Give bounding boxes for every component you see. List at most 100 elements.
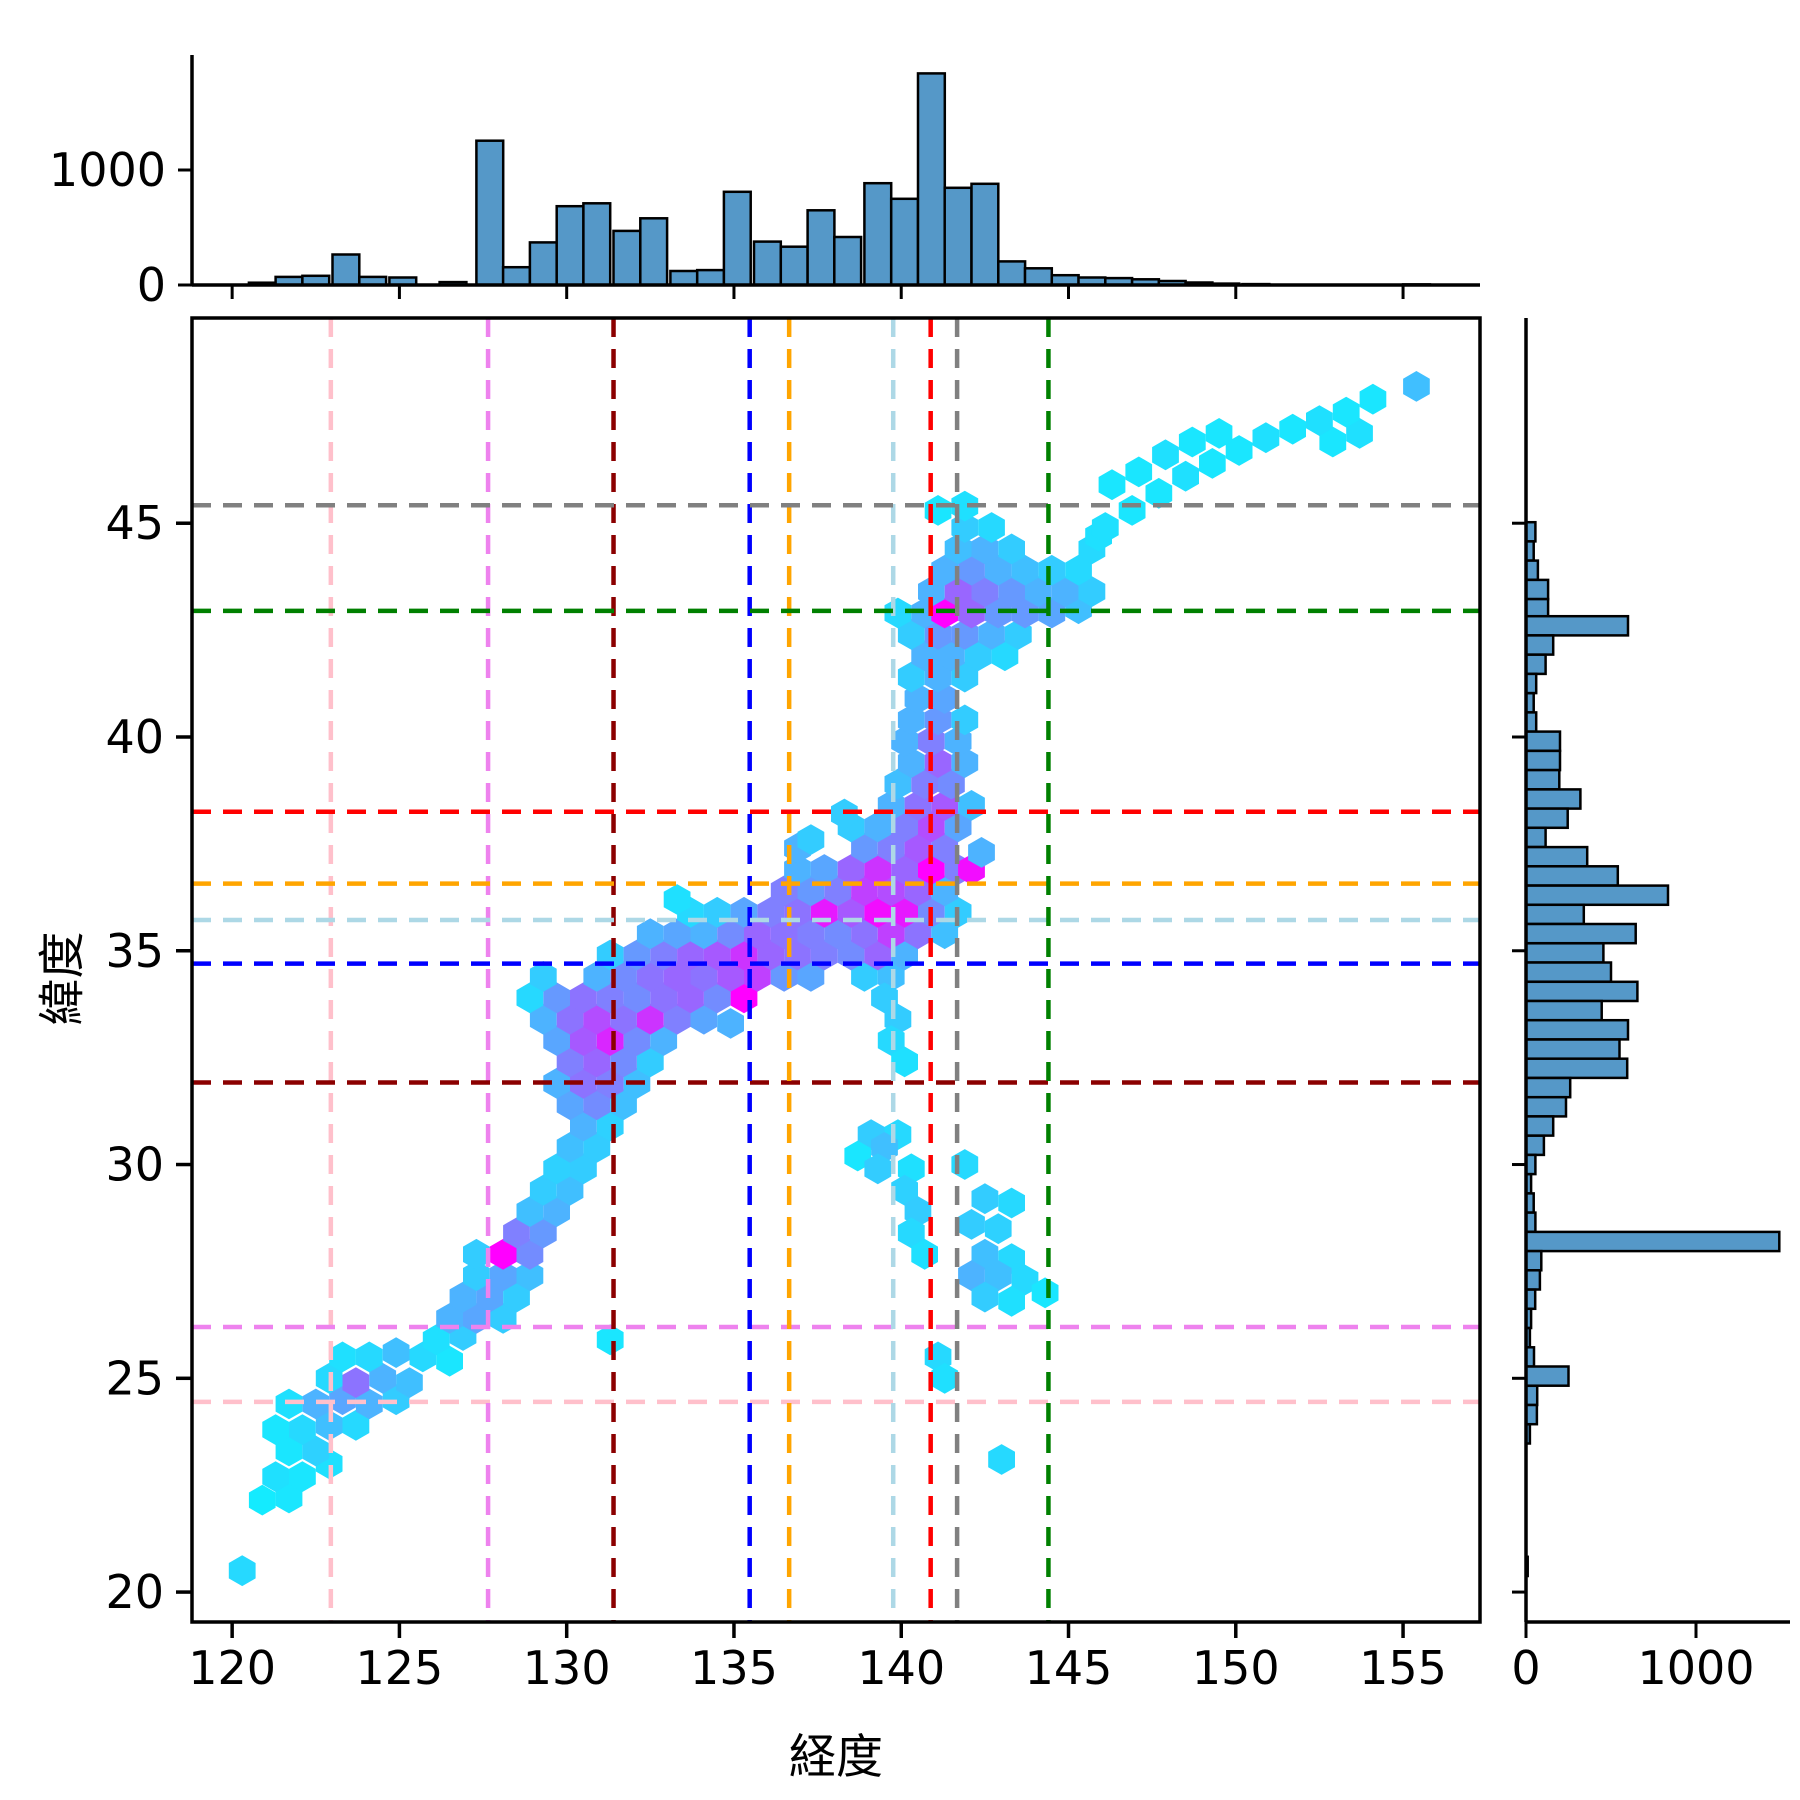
hexbin-cell — [596, 1324, 624, 1356]
right-hist-bar — [1524, 807, 1569, 830]
top-hist-bar — [1023, 267, 1054, 287]
hexbin-cell — [703, 982, 731, 1014]
hexbin-cell — [529, 1217, 557, 1249]
top-hist-bar — [695, 268, 726, 287]
top-hist-bar — [943, 186, 973, 287]
top-hist-bar — [806, 209, 836, 287]
hexbin-cell — [717, 1008, 744, 1039]
hexbin-cell — [663, 1003, 691, 1035]
hexbin-cell — [877, 918, 905, 950]
right-hist-bar — [1524, 999, 1603, 1022]
y-tick-label: 20 — [105, 1565, 164, 1619]
hexbin-cell — [944, 576, 972, 607]
hexbin-cell — [516, 982, 544, 1014]
hexbin-cell — [342, 1367, 370, 1398]
hexbin-cell — [931, 832, 959, 864]
hexbin-cell — [503, 1217, 530, 1249]
hexbin-cell — [570, 1153, 597, 1185]
hexbin-cell — [1078, 576, 1106, 607]
hexbin-cell — [824, 918, 852, 950]
hexbin-cell — [978, 512, 1005, 543]
hexbin-cell — [596, 1110, 624, 1142]
hexbin-cell — [329, 1341, 356, 1373]
hexbin-cell — [1098, 469, 1126, 501]
right-marginal-histogram: 0 1000 — [1511, 318, 1790, 1695]
hexbin-cell — [958, 1260, 985, 1292]
hexbin-cell — [891, 811, 918, 843]
right-hist-bar — [1524, 961, 1613, 983]
hexbin-cell — [897, 661, 925, 693]
hexbin-cell — [677, 982, 704, 1014]
right-hist-bar — [1524, 1057, 1629, 1080]
right-hist-bar — [1524, 578, 1550, 601]
top-hist-bar — [997, 260, 1027, 287]
hexbin-cell — [636, 1003, 664, 1035]
hexbin-cell — [864, 854, 892, 885]
top-hist-bar — [555, 204, 585, 287]
top-hist-tick-label: 0 — [137, 258, 166, 312]
hexbin-cell — [1145, 477, 1173, 509]
top-hist-bar — [528, 241, 558, 287]
hexbin-cell — [636, 918, 664, 950]
hexbin-cell — [904, 918, 932, 950]
hexbin-cell — [1359, 383, 1387, 415]
hexbin-cell — [931, 1362, 959, 1394]
hexbin-cell — [1403, 371, 1430, 402]
hexbin-cell — [897, 619, 925, 650]
hexbin-cell — [623, 982, 651, 1014]
hexbin-cell — [663, 918, 691, 950]
hexbin-cell — [289, 1414, 316, 1445]
hexbin-cell — [503, 1281, 530, 1313]
hexbin-cell — [1199, 448, 1226, 479]
right-hist-bar — [1524, 845, 1589, 868]
hexbin-cell — [556, 1174, 584, 1206]
right-hist-bar — [1524, 1038, 1621, 1060]
top-hist-bar — [889, 197, 920, 287]
x-tick-label: 140 — [857, 1641, 945, 1695]
hexbin-cell — [998, 533, 1025, 565]
y-tick-label: 45 — [105, 496, 164, 550]
y-tick-label: 30 — [105, 1138, 164, 1192]
hexbin-cell — [289, 1461, 316, 1492]
hexbin-cell — [583, 961, 611, 992]
hexbin-cell — [968, 837, 995, 868]
hexbin-cell — [248, 1484, 276, 1516]
hexbin-cell — [1205, 418, 1233, 449]
y-tick-label: 40 — [105, 710, 164, 764]
y-axis-label: 緯度 — [35, 931, 91, 1026]
hexbin-cell — [610, 1046, 637, 1078]
x-tick-label: 155 — [1359, 1641, 1447, 1695]
hexbin-cell — [556, 1046, 584, 1078]
hexbin-cell — [228, 1555, 256, 1587]
hexbin-cell — [891, 854, 918, 885]
right-hist-bar — [1524, 922, 1637, 945]
hexbin-cell — [583, 1046, 611, 1078]
hexbin-cell — [369, 1362, 397, 1394]
hexbin-cell — [904, 832, 932, 864]
reference-lines — [192, 318, 1480, 1622]
hexbin-cell — [984, 1260, 1012, 1292]
hexbin-cell — [516, 1238, 544, 1270]
x-tick-label: 120 — [188, 1641, 276, 1695]
hexbin-cell — [596, 1025, 624, 1056]
hexbin-cell — [984, 1213, 1012, 1245]
hexbin-cell — [570, 1067, 597, 1099]
hexbin-cell — [1306, 405, 1333, 436]
hexbin-cell — [516, 1196, 544, 1227]
x-tick-label: 135 — [690, 1641, 778, 1695]
hexbin-cell — [636, 1046, 664, 1078]
hexbin-cell — [988, 1444, 1015, 1475]
hexbin-cell — [958, 554, 985, 586]
hexbin-cell — [984, 554, 1012, 586]
hexbin-cell — [971, 1238, 999, 1270]
right-hist-bar — [1524, 730, 1562, 753]
hexbin-cell — [529, 961, 557, 992]
hexbin-cell — [275, 1435, 303, 1467]
hexbin-cell — [663, 961, 691, 992]
hexbin-cell — [797, 918, 825, 950]
top-hist-bar — [582, 202, 612, 287]
hexbin-cell — [1051, 576, 1079, 607]
top-hist-bar — [863, 181, 893, 287]
right-hist-bar — [1524, 884, 1670, 907]
